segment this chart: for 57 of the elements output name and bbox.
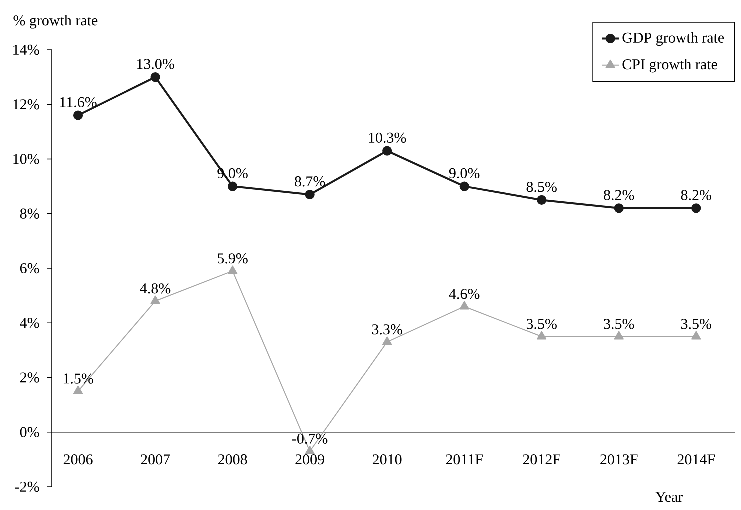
x-tick-label: 2014F	[678, 454, 715, 465]
data-label: 13.0%	[137, 59, 174, 70]
y-tick-label: 12%	[14, 100, 40, 110]
x-tick-label: 2012F	[523, 454, 560, 465]
data-label: 5.9%	[218, 254, 248, 264]
point	[382, 146, 392, 156]
point	[228, 182, 238, 192]
x-axis-title: Year	[656, 492, 684, 502]
x-tick-label: 2013F	[600, 454, 638, 465]
point	[692, 331, 702, 340]
point	[305, 446, 315, 454]
y-tick-label: 2%	[20, 372, 40, 383]
point	[150, 72, 160, 82]
point	[382, 336, 392, 346]
data-label: 8.7%	[295, 176, 326, 187]
data-label: 9.0%	[449, 168, 480, 179]
data-label: 10.3%	[369, 132, 406, 144]
data-label: 11.6%	[60, 97, 97, 108]
data-label: 3.5%	[681, 319, 712, 330]
point	[537, 195, 547, 206]
point	[228, 266, 238, 274]
point	[537, 331, 547, 340]
legend-label: CPI growth rate	[622, 59, 718, 73]
point	[460, 301, 470, 310]
data-label: 4.6%	[449, 289, 480, 300]
point	[73, 386, 84, 394]
legend-label: GDP growth rate	[622, 32, 724, 46]
y-axis-title: % growth rate	[14, 15, 98, 29]
data-label: 3.5%	[526, 319, 557, 330]
data-label: 3.3%	[372, 324, 402, 335]
x-tick-label: 2008	[218, 454, 248, 465]
x-tick-label: 2009	[296, 454, 324, 465]
point	[614, 331, 624, 340]
x-tick-label: 2006	[64, 454, 93, 465]
point	[614, 204, 624, 214]
y-tick-label: 6%	[20, 263, 40, 274]
point	[150, 296, 160, 304]
data-label: -0.7%	[292, 434, 328, 444]
data-label: 8.5%	[526, 182, 557, 192]
y-tick-label: 4%	[20, 318, 40, 328]
y-tick-label: -2%	[15, 482, 40, 492]
data-label: 1.5%	[64, 374, 94, 384]
data-label: 3.5%	[604, 319, 634, 330]
x-tick-label: 2011F	[446, 454, 483, 465]
data-label: 8.2%	[681, 190, 712, 200]
point	[305, 190, 315, 200]
point	[460, 182, 470, 192]
y-tick-label: 14%	[14, 44, 40, 56]
x-tick-label: 2010	[372, 454, 402, 465]
y-tick-label: 8%	[20, 208, 40, 219]
data-label: 4.8%	[140, 284, 171, 294]
point	[73, 110, 84, 120]
data-label: 8.2%	[604, 190, 634, 200]
y-tick-label: 10%	[14, 154, 40, 164]
x-tick-label: 2007	[141, 454, 170, 465]
y-tick-label: 0%	[20, 427, 40, 438]
point	[692, 204, 702, 214]
